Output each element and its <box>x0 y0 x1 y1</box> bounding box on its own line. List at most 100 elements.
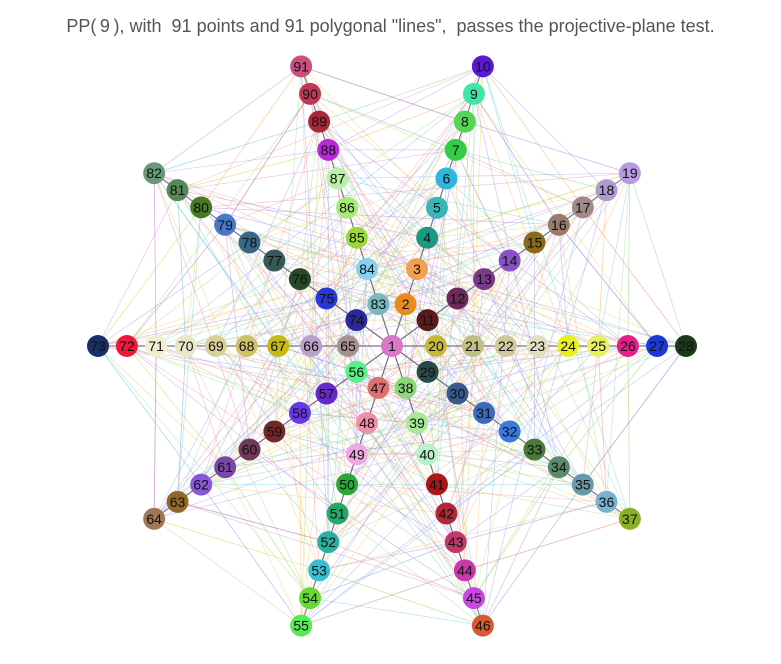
point-label: 41 <box>429 476 445 492</box>
connection-line <box>300 66 438 208</box>
point-label: 45 <box>466 590 482 606</box>
connection-line <box>326 121 466 299</box>
point-marker <box>425 335 447 357</box>
point-node-53: 53 <box>308 559 331 582</box>
connection-line <box>366 189 607 270</box>
connection-line <box>97 224 559 347</box>
connection-line <box>427 320 458 394</box>
point-node-25: 25 <box>587 335 610 357</box>
connection-line <box>356 237 418 270</box>
rim-line <box>582 207 687 347</box>
point-label: 14 <box>502 253 518 269</box>
rim-line <box>318 569 483 626</box>
point-label: 48 <box>359 415 375 431</box>
point-marker <box>435 167 458 190</box>
point-label: 8 <box>461 114 469 130</box>
point-label: 81 <box>170 182 186 198</box>
point-label: 80 <box>193 199 209 215</box>
connection-line <box>97 242 250 347</box>
connection-line <box>154 172 538 347</box>
point-node-50: 50 <box>336 473 359 496</box>
page-title: PP( 9 ), with 91 points and 91 polygonal… <box>66 16 715 36</box>
point-node-32: 32 <box>498 420 521 443</box>
point-node-64: 64 <box>143 507 166 530</box>
rim-line <box>597 345 607 502</box>
point-marker <box>435 502 458 525</box>
connection-line <box>378 298 458 389</box>
connection-line <box>310 345 338 514</box>
point-node-46: 46 <box>471 614 494 637</box>
point-marker <box>394 376 417 399</box>
point-node-23: 23 <box>526 335 549 357</box>
point-label: 33 <box>527 442 543 458</box>
point-marker <box>571 473 594 496</box>
connection-line <box>300 449 535 626</box>
connection-line <box>185 260 275 347</box>
connection-line <box>482 66 535 243</box>
connection-line <box>356 449 535 455</box>
connection-line <box>328 66 484 151</box>
point-label: 68 <box>239 338 255 354</box>
rim-line <box>154 121 320 174</box>
point-marker <box>143 507 166 530</box>
connection-line <box>309 93 510 261</box>
point-label: 22 <box>498 338 514 354</box>
connection-line <box>185 189 607 347</box>
point-marker <box>166 490 189 513</box>
point-marker <box>345 443 368 466</box>
rim-line <box>582 345 687 485</box>
connection-line <box>505 172 631 347</box>
connection-line <box>435 345 475 599</box>
connection-line <box>274 431 357 455</box>
connection-line <box>327 149 428 373</box>
rim-line <box>177 190 187 347</box>
connection-line <box>446 345 599 514</box>
point-label: 38 <box>398 380 414 396</box>
connection-line <box>509 345 658 432</box>
point-label: 86 <box>339 200 355 216</box>
connection-line <box>319 541 456 571</box>
point-label: 64 <box>146 511 162 527</box>
point-node-66: 66 <box>300 335 323 357</box>
point-node-18: 18 <box>595 179 618 202</box>
connection-line <box>455 149 466 571</box>
connection-line <box>215 207 348 347</box>
point-marker <box>547 213 570 236</box>
rim-line <box>224 467 311 599</box>
connection-line <box>328 149 428 239</box>
point-marker <box>345 360 368 383</box>
point-marker <box>473 268 496 291</box>
connection-line <box>154 149 329 174</box>
connection-line <box>310 149 329 347</box>
connection-line <box>405 121 466 388</box>
point-node-24: 24 <box>557 335 580 357</box>
connection-line <box>224 467 302 626</box>
connection-line <box>156 268 418 347</box>
point-marker <box>326 502 349 525</box>
point-node-62: 62 <box>190 473 213 496</box>
connection-line <box>378 387 607 503</box>
connection-line <box>177 319 357 503</box>
connection-line <box>274 189 607 261</box>
point-label: 23 <box>530 338 546 354</box>
point-marker <box>308 110 331 133</box>
point-node-27: 27 <box>646 335 669 357</box>
point-node-77: 77 <box>263 249 286 272</box>
point-node-84: 84 <box>355 258 378 281</box>
rim-line <box>482 66 584 208</box>
point-label: 63 <box>170 494 186 510</box>
connection-line <box>366 242 535 270</box>
point-label: 17 <box>575 199 591 215</box>
rim-line <box>455 501 607 543</box>
connection-line <box>426 237 631 520</box>
point-marker <box>214 456 237 479</box>
point-label: 20 <box>428 338 444 354</box>
point-label: 60 <box>242 442 258 458</box>
point-label: 15 <box>527 234 543 250</box>
point-marker <box>618 507 641 530</box>
point-marker <box>326 167 349 190</box>
connection-line <box>347 345 368 424</box>
point-label: 65 <box>340 338 356 354</box>
point-node-79: 79 <box>214 213 237 236</box>
point-marker <box>444 138 467 161</box>
